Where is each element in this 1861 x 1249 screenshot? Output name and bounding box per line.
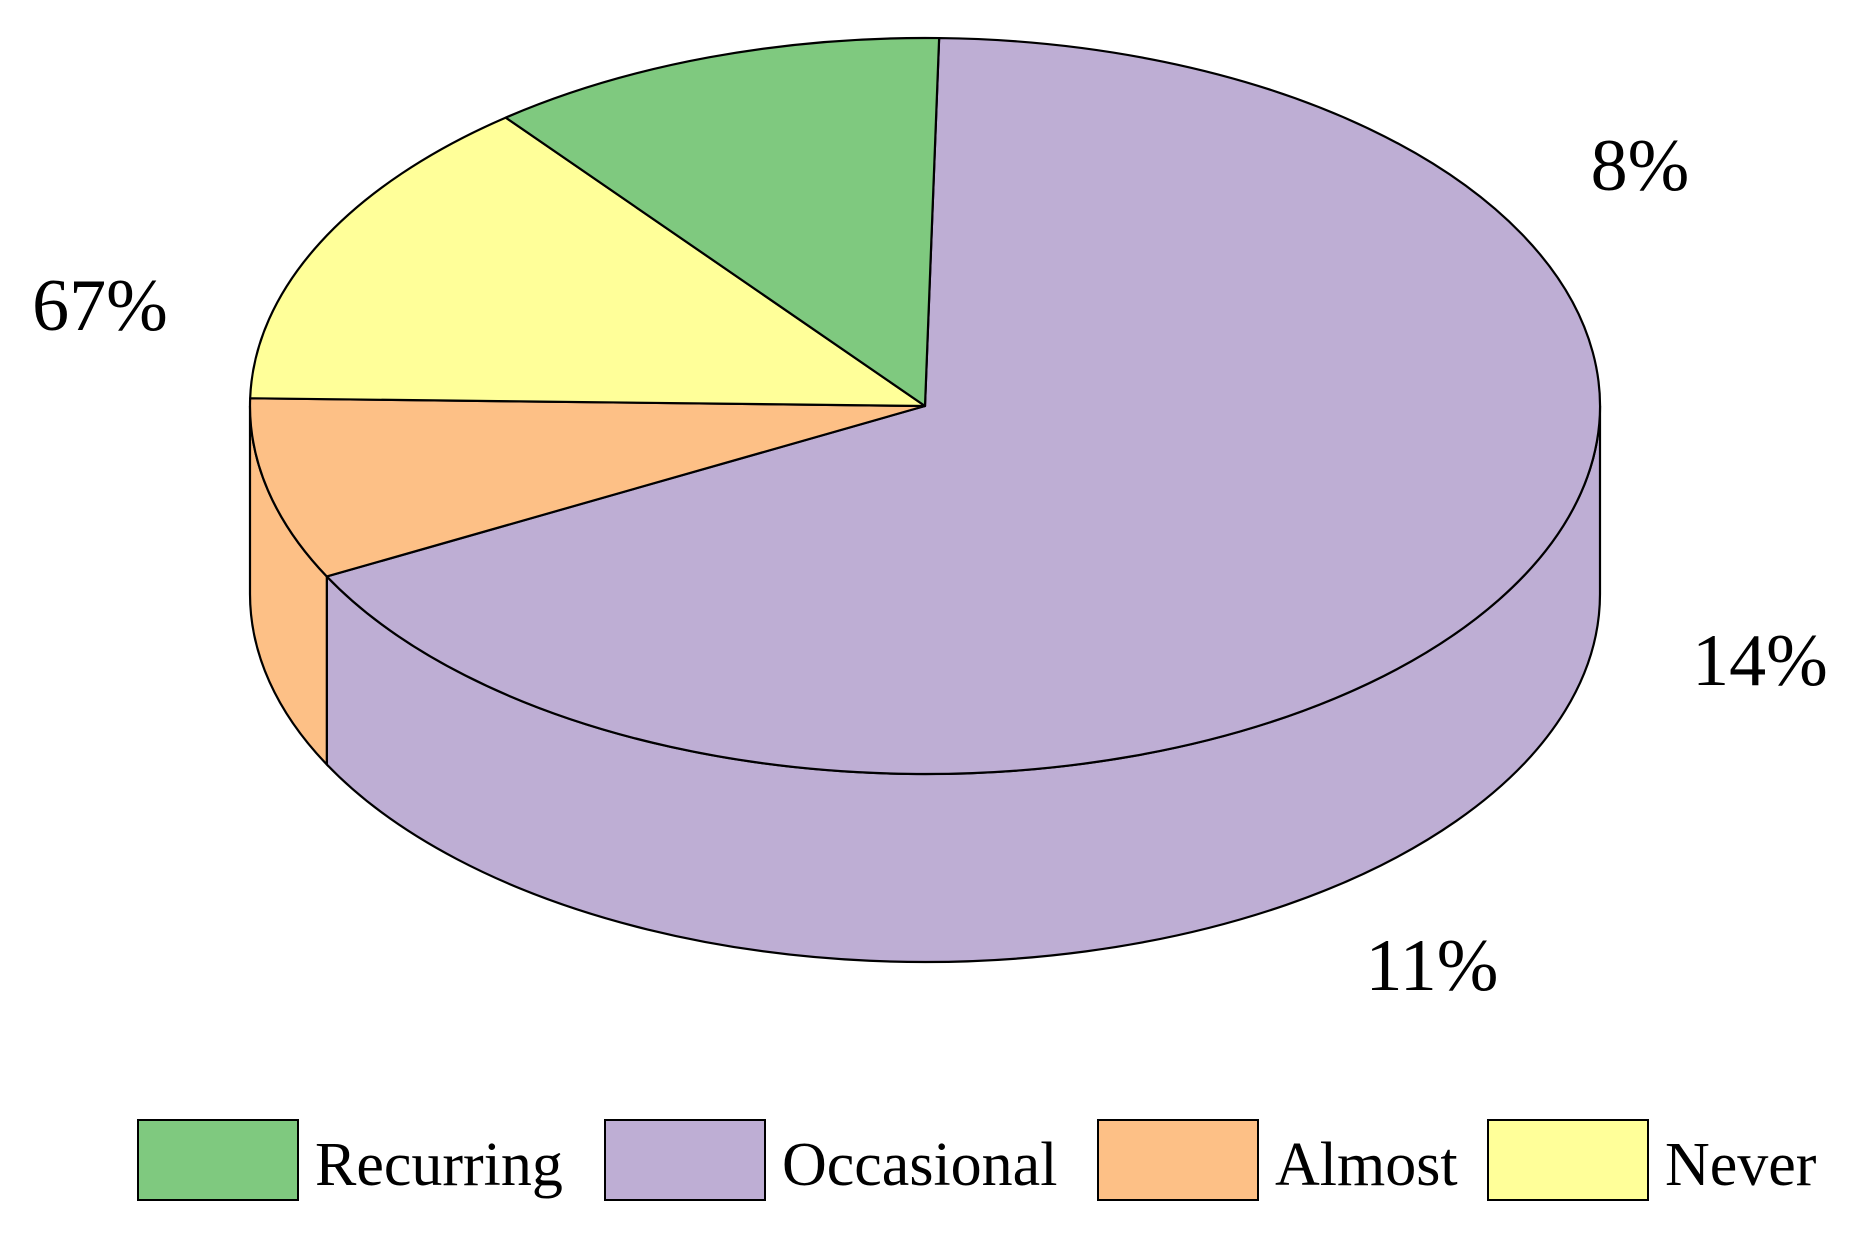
pie-slice-recurring: [504, 36, 941, 408]
legend-label-never: Never: [1665, 1131, 1817, 1199]
legend-label-almost: Almost: [1275, 1131, 1458, 1199]
legend-swatch-never: [1487, 1119, 1649, 1201]
pie-slice-almost: [248, 397, 927, 578]
legend-swatch-occasional: [604, 1119, 766, 1201]
pie-value-labels: 67% 8% 14% 11%: [32, 125, 1828, 1007]
value-label-almost: 8%: [1591, 125, 1690, 207]
pie-slice-never: [249, 116, 927, 408]
legend-swatch-almost: [1097, 1119, 1259, 1201]
value-label-occasional: 67%: [32, 265, 168, 347]
legend-swatch-recurring: [137, 1119, 299, 1201]
legend: Recurring Occasional Almost Never: [137, 1119, 1817, 1201]
pie-slice-occasional: [325, 36, 1602, 776]
pie-tops: [248, 36, 1602, 776]
value-label-recurring: 11%: [1366, 925, 1499, 1007]
value-label-never: 14%: [1692, 620, 1828, 702]
legend-label-recurring: Recurring: [315, 1131, 563, 1199]
legend-label-occasional: Occasional: [782, 1131, 1057, 1199]
